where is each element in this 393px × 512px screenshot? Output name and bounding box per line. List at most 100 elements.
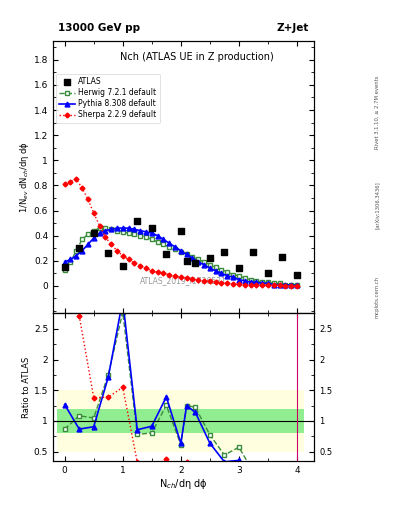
Bar <box>116 409 130 433</box>
Herwig 7.2.1 default <box>68 259 73 265</box>
Bar <box>159 390 174 452</box>
Sherpa 2.2.9 default <box>237 281 241 287</box>
Text: mcplots.cern.ch: mcplots.cern.ch <box>375 276 380 318</box>
Sherpa 2.2.9 default <box>190 276 195 282</box>
Pythia 8.308 default <box>103 227 108 233</box>
Sherpa 2.2.9 default <box>289 283 294 289</box>
Herwig 7.2.1 default <box>155 239 160 245</box>
ATLAS <box>265 269 271 278</box>
Herwig 7.2.1 default <box>178 249 183 255</box>
ATLAS <box>149 224 155 232</box>
Text: 13000 GeV pp: 13000 GeV pp <box>58 23 140 33</box>
Herwig 7.2.1 default <box>225 269 230 275</box>
ATLAS <box>279 253 286 261</box>
Herwig 7.2.1 default <box>184 251 189 258</box>
ATLAS <box>294 270 300 279</box>
Sherpa 2.2.9 default <box>167 271 172 278</box>
Pythia 8.308 default <box>161 237 166 243</box>
Pythia 8.308 default <box>202 262 206 268</box>
Pythia 8.308 default <box>190 255 195 261</box>
Text: Z+Jet: Z+Jet <box>277 23 309 33</box>
ATLAS <box>163 250 169 258</box>
Herwig 7.2.1 default <box>219 266 224 272</box>
Legend: ATLAS, Herwig 7.2.1 default, Pythia 8.308 default, Sherpa 2.2.9 default: ATLAS, Herwig 7.2.1 default, Pythia 8.30… <box>56 74 160 123</box>
Sherpa 2.2.9 default <box>178 274 183 280</box>
Sherpa 2.2.9 default <box>86 196 90 202</box>
Sherpa 2.2.9 default <box>138 263 143 269</box>
Herwig 7.2.1 default <box>161 241 166 247</box>
Pythia 8.308 default <box>109 226 114 232</box>
Herwig 7.2.1 default <box>242 275 247 282</box>
Herwig 7.2.1 default <box>149 237 154 243</box>
Bar <box>116 390 130 452</box>
Pythia 8.308 default <box>237 276 241 283</box>
Sherpa 2.2.9 default <box>149 268 154 274</box>
Herwig 7.2.1 default <box>91 227 96 233</box>
Bar <box>130 390 145 452</box>
Pythia 8.308 default <box>149 230 154 236</box>
ATLAS <box>62 263 68 271</box>
Y-axis label: 1/N$_{ev}$ dN$_{ch}$/dη dϕ: 1/N$_{ev}$ dN$_{ch}$/dη dϕ <box>18 141 31 213</box>
Herwig 7.2.1 default <box>86 231 90 238</box>
Herwig 7.2.1 default <box>272 280 276 286</box>
Herwig 7.2.1 default <box>266 279 270 285</box>
Pythia 8.308 default <box>86 241 90 247</box>
Sherpa 2.2.9 default <box>254 282 259 288</box>
Pythia 8.308 default <box>132 226 137 232</box>
ATLAS <box>207 254 213 262</box>
Pythia 8.308 default <box>173 244 177 250</box>
Pythia 8.308 default <box>289 282 294 288</box>
Line: Herwig 7.2.1 default: Herwig 7.2.1 default <box>62 226 299 287</box>
Pythia 8.308 default <box>178 248 183 254</box>
Herwig 7.2.1 default <box>289 282 294 288</box>
Bar <box>217 409 231 433</box>
Sherpa 2.2.9 default <box>109 241 114 247</box>
Herwig 7.2.1 default <box>62 266 67 272</box>
Pythia 8.308 default <box>266 280 270 286</box>
Herwig 7.2.1 default <box>80 237 84 243</box>
Text: [arXiv:1306.3436]: [arXiv:1306.3436] <box>375 181 380 229</box>
Sherpa 2.2.9 default <box>126 257 131 263</box>
Sherpa 2.2.9 default <box>208 279 212 285</box>
Pythia 8.308 default <box>196 259 200 265</box>
Bar <box>57 390 72 452</box>
Bar <box>72 390 86 452</box>
ATLAS <box>184 257 190 265</box>
Pythia 8.308 default <box>80 248 84 254</box>
Bar <box>231 390 246 452</box>
Herwig 7.2.1 default <box>138 232 143 239</box>
Sherpa 2.2.9 default <box>272 283 276 289</box>
Pythia 8.308 default <box>143 229 148 235</box>
Pythia 8.308 default <box>155 232 160 239</box>
Pythia 8.308 default <box>254 279 259 285</box>
Herwig 7.2.1 default <box>132 231 137 238</box>
Herwig 7.2.1 default <box>115 227 119 233</box>
Bar <box>261 409 275 433</box>
Bar <box>159 409 174 433</box>
Bar <box>203 390 217 452</box>
Sherpa 2.2.9 default <box>283 283 288 289</box>
Sherpa 2.2.9 default <box>248 282 253 288</box>
Pythia 8.308 default <box>231 274 235 280</box>
Sherpa 2.2.9 default <box>161 270 166 276</box>
Herwig 7.2.1 default <box>208 262 212 268</box>
Sherpa 2.2.9 default <box>68 179 73 185</box>
Sherpa 2.2.9 default <box>202 278 206 284</box>
Bar <box>203 409 217 433</box>
Pythia 8.308 default <box>167 240 172 246</box>
Bar <box>174 390 184 452</box>
Text: ATLAS_2019_I1736531: ATLAS_2019_I1736531 <box>140 276 227 285</box>
Pythia 8.308 default <box>184 251 189 258</box>
Pythia 8.308 default <box>126 225 131 231</box>
Sherpa 2.2.9 default <box>260 282 264 288</box>
Bar <box>101 390 116 452</box>
Sherpa 2.2.9 default <box>266 282 270 288</box>
ATLAS <box>90 229 97 237</box>
Herwig 7.2.1 default <box>167 244 172 250</box>
Herwig 7.2.1 default <box>74 248 79 254</box>
Bar <box>231 409 246 433</box>
Pythia 8.308 default <box>277 282 282 288</box>
Herwig 7.2.1 default <box>231 271 235 278</box>
Bar <box>86 409 101 433</box>
Herwig 7.2.1 default <box>173 246 177 252</box>
